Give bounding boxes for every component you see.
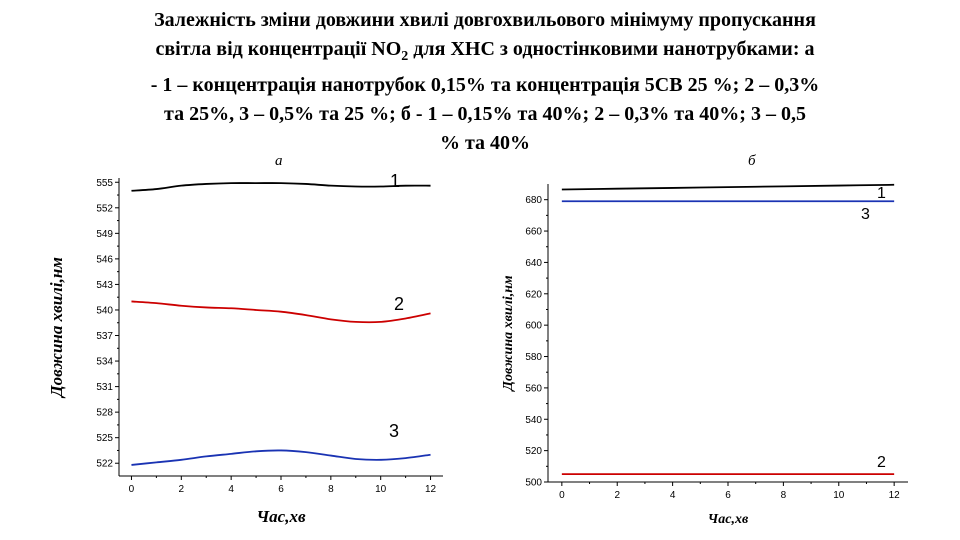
a-x-tick-label: 8 xyxy=(328,484,334,495)
title-line-5: % та 40% xyxy=(439,132,531,154)
a-series-3-label: 3 xyxy=(389,421,399,441)
panel-label-b: б xyxy=(748,153,756,169)
b-x-tick-label: 6 xyxy=(725,490,731,501)
a-y-tick-label: 528 xyxy=(96,408,113,419)
a-x-tick-label: 6 xyxy=(278,484,284,495)
a-series-2-label: 2 xyxy=(394,294,404,314)
a-series-3-line xyxy=(131,449,431,466)
b-series-2-label: 2 xyxy=(877,454,886,471)
a-series-1-label: 1 xyxy=(390,171,400,191)
b-y-tick-label: 640 xyxy=(525,258,542,269)
a-y-tick-label: 537 xyxy=(96,331,113,342)
a-y-tick-label: 546 xyxy=(96,254,113,265)
b-y-tick-label: 600 xyxy=(525,321,542,332)
a-y-tick-label: 552 xyxy=(96,203,113,214)
a-y-tick-label: 540 xyxy=(96,305,113,316)
b-x-tick-label: 8 xyxy=(781,490,787,501)
a-y-tick-label: 543 xyxy=(96,280,113,291)
a-series-2-line xyxy=(131,300,431,324)
title-line-3: - 1 – концентрація нанотрубок 0,15% та к… xyxy=(150,74,820,96)
b-x-tick-label: 4 xyxy=(670,490,676,501)
b-y-tick-label: 500 xyxy=(525,478,542,489)
b-y-axis-title: Довжина хвилі,нм xyxy=(501,275,516,393)
b-x-axis-title: Час,хв xyxy=(708,512,749,527)
b-y-tick-label: 580 xyxy=(525,352,542,363)
b-x-tick-label: 12 xyxy=(889,490,901,501)
b-series-1-label: 1 xyxy=(877,185,886,202)
a-x-tick-label: 10 xyxy=(375,484,387,495)
a-y-tick-label: 522 xyxy=(96,459,113,470)
b-y-tick-label: 680 xyxy=(525,195,542,206)
title-line-1: Залежність зміни довжини хвилі довгохвил… xyxy=(154,9,816,31)
b-y-tick-label: 540 xyxy=(525,415,542,426)
panel-label-a: а xyxy=(275,153,283,169)
title-subscript: 2 xyxy=(401,49,409,64)
b-series-1-line xyxy=(561,183,895,191)
a-y-axis-title: Довжина хвилі,нм xyxy=(47,257,66,399)
title-line-2-rest: для ХНС з одностінковими нанотрубками: а xyxy=(408,38,815,60)
a-x-tick-label: 2 xyxy=(179,484,185,495)
a-x-axis-title: Час,хв xyxy=(256,507,306,526)
a-y-tick-label: 525 xyxy=(96,433,113,444)
b-x-tick-label: 10 xyxy=(833,490,845,501)
b-x-tick-label: 0 xyxy=(559,490,565,501)
a-y-tick-label: 531 xyxy=(96,382,113,393)
a-x-tick-label: 12 xyxy=(425,484,437,495)
a-x-tick-label: 4 xyxy=(228,484,234,495)
slide-title: Залежність зміни довжини хвилі довгохвил… xyxy=(95,6,875,158)
a-y-tick-label: 549 xyxy=(96,229,113,240)
b-y-tick-label: 560 xyxy=(525,383,542,394)
b-series-3-label: 3 xyxy=(861,206,870,223)
a-y-tick-label: 555 xyxy=(96,178,113,189)
b-y-tick-label: 620 xyxy=(525,289,542,300)
title-line-2: світла від концентрації NO xyxy=(155,38,402,60)
a-series-1-line xyxy=(131,182,431,192)
a-x-tick-label: 0 xyxy=(129,484,135,495)
b-y-tick-label: 660 xyxy=(525,227,542,238)
a-y-tick-label: 534 xyxy=(96,357,113,368)
b-y-tick-label: 520 xyxy=(525,446,542,457)
b-x-tick-label: 2 xyxy=(614,490,620,501)
title-line-4: та 25%, 3 – 0,5% та 25 %; б - 1 – 0,15% … xyxy=(164,103,806,125)
